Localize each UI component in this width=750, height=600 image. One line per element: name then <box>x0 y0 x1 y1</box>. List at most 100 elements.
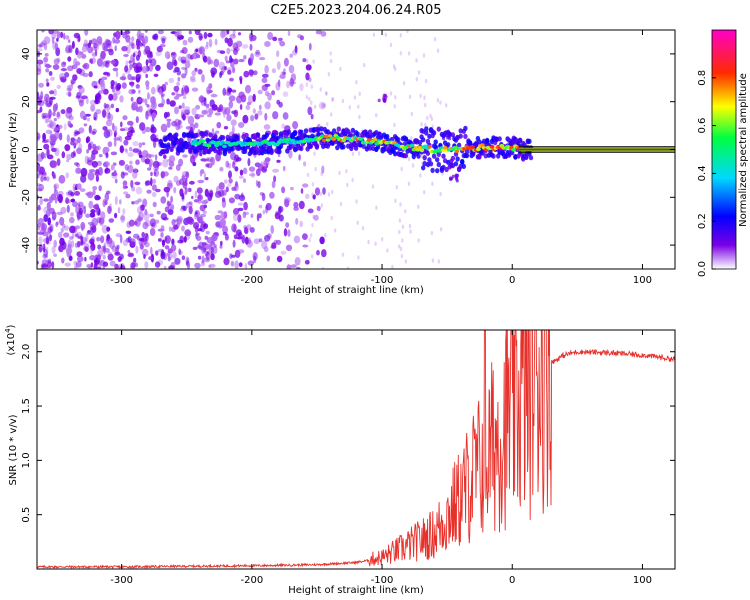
heatmap-cell <box>243 70 250 78</box>
heatmap-cell <box>97 244 102 250</box>
heatmap-cell <box>86 136 91 143</box>
heatmap-cell <box>144 208 148 216</box>
heatmap-cell <box>114 263 119 269</box>
heatmap-cell <box>102 254 106 260</box>
heatmap-cell <box>152 201 157 208</box>
heatmap-cell <box>377 98 381 103</box>
heatmap-cell <box>416 153 421 159</box>
heatmap-cell <box>152 35 157 40</box>
heatmap-cell <box>476 147 481 152</box>
heatmap-cell <box>135 54 140 62</box>
heatmap-cell <box>114 212 118 219</box>
heatmap-cell <box>254 51 261 58</box>
heatmap-cell <box>319 236 325 245</box>
heatmap-cell <box>168 155 176 163</box>
heatmap-cell <box>131 76 136 81</box>
heatmap-cell <box>157 103 164 108</box>
heatmap-cell <box>85 213 91 218</box>
heatmap-cell <box>191 87 199 92</box>
heatmap-cell <box>137 206 142 215</box>
heatmap-cell <box>299 83 304 92</box>
heatmap-cell <box>184 109 190 116</box>
heatmap-cell <box>166 61 174 70</box>
heatmap-cell <box>144 98 148 106</box>
heatmap-cell <box>282 91 289 97</box>
heatmap-cell <box>84 30 89 36</box>
heatmap-cell <box>150 246 153 255</box>
heatmap-cell <box>43 152 47 159</box>
heatmap-cell <box>41 264 48 268</box>
heatmap-cell <box>167 54 171 59</box>
heatmap-cell <box>232 239 236 248</box>
heatmap-cell <box>37 230 43 234</box>
heatmap-cell <box>325 91 328 96</box>
heatmap-cell <box>115 70 119 78</box>
heatmap-cell <box>430 116 434 122</box>
heatmap-cell <box>91 52 98 57</box>
heatmap-cell <box>190 79 197 83</box>
heatmap-cell <box>230 61 235 68</box>
heatmap-cell <box>208 132 213 138</box>
heatmap-cell <box>382 98 386 102</box>
heatmap-cell <box>218 61 225 71</box>
heatmap-cell <box>87 46 94 54</box>
heatmap-cell <box>119 253 124 260</box>
y-tick-label: 0.5 <box>21 507 32 523</box>
heatmap-cell <box>77 35 81 42</box>
heatmap-cell <box>96 160 103 166</box>
heatmap-cell <box>225 160 229 168</box>
heatmap-cell <box>403 136 409 142</box>
heatmap-cell <box>52 175 57 180</box>
heatmap-cell <box>221 199 227 209</box>
heatmap-cell <box>400 254 404 259</box>
heatmap-cell <box>277 79 281 87</box>
heatmap-cell <box>197 69 203 75</box>
heatmap-cell <box>51 147 57 153</box>
heatmap-cell <box>241 234 246 244</box>
heatmap-cell <box>53 88 57 97</box>
heatmap-cell <box>173 96 180 100</box>
heatmap-cell <box>161 98 166 105</box>
heatmap-cell <box>423 95 426 100</box>
heatmap-cell <box>60 227 64 233</box>
heatmap-cell <box>331 189 334 195</box>
heatmap-cell <box>445 103 448 108</box>
heatmap-cell <box>58 244 64 253</box>
heatmap-cell <box>439 191 442 197</box>
heatmap-cell <box>119 128 126 132</box>
heatmap-cell <box>458 133 463 139</box>
heatmap-cell <box>124 65 129 73</box>
heatmap-cell <box>153 165 158 172</box>
heatmap-cell <box>204 250 209 257</box>
heatmap-cell <box>203 247 207 253</box>
heatmap-cell <box>243 178 246 183</box>
heatmap-cell <box>229 77 234 82</box>
heatmap-cell <box>77 235 84 239</box>
heatmap-cell <box>203 31 208 40</box>
heatmap-cell <box>122 239 128 247</box>
heatmap-cell <box>98 154 103 158</box>
heatmap-cell <box>168 166 173 170</box>
heatmap-cell <box>313 214 319 221</box>
heatmap-cell <box>161 38 166 44</box>
heatmap-cell <box>106 234 110 242</box>
heatmap-cell <box>77 54 82 59</box>
heatmap-cell <box>174 106 179 115</box>
heatmap-cell <box>86 117 91 122</box>
heatmap-cell <box>424 122 427 128</box>
heatmap-cell <box>78 127 85 134</box>
heatmap-cell <box>90 242 96 251</box>
heatmap-cell <box>37 91 40 99</box>
heatmap-cell <box>200 260 206 267</box>
heatmap-cell <box>120 215 125 221</box>
heatmap-cell <box>127 236 132 244</box>
heatmap-cell <box>286 264 292 269</box>
heatmap-cell <box>237 214 242 223</box>
heatmap-cell <box>234 193 241 200</box>
heatmap-cell <box>221 135 226 141</box>
heatmap-cell <box>255 49 260 55</box>
heatmap-cell <box>50 142 54 152</box>
heatmap-cell <box>129 160 133 165</box>
heatmap-cell <box>287 30 291 36</box>
heatmap-cell <box>67 239 72 249</box>
